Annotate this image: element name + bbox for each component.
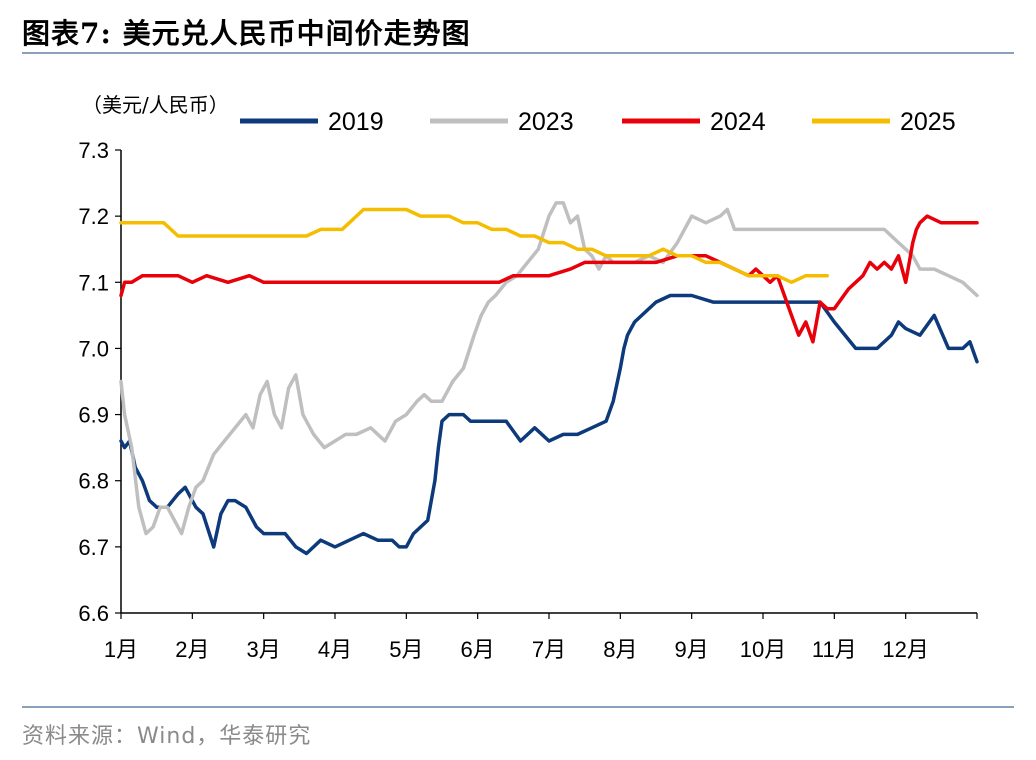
y-tick-label: 6.6: [78, 601, 109, 626]
legend-item-2025: 2025: [812, 108, 956, 136]
x-tick-label: 3月: [247, 637, 281, 662]
x-tick-label: 6月: [461, 637, 495, 662]
y-tick-label: 6.7: [78, 535, 109, 560]
legend-item-2024: 2024: [622, 108, 766, 136]
x-tick-label: 4月: [318, 637, 352, 662]
y-tick-label: 7.1: [78, 270, 109, 295]
legend-label: 2024: [710, 108, 766, 136]
x-tick-label: 1月: [104, 637, 138, 662]
source-note: 资料来源：Wind，华泰研究: [22, 724, 312, 749]
legend-item-2019: 2019: [240, 108, 384, 136]
x-tick-label: 9月: [675, 637, 709, 662]
x-tick-label: 5月: [389, 637, 423, 662]
line-chart: 7.3 7.2 7.1 7.0 6.9 6.8 6.7 6.6 1月 2月 3月 4月 5月 6月 7月 8月…: [78, 93, 979, 662]
y-tick-label: 6.8: [78, 469, 109, 494]
y-unit-label: （美元/人民币）: [82, 93, 229, 117]
chart-axes: 7.3 7.2 7.1 7.0 6.9 6.8 6.7 6.6 1月 2月 3月 4月 5月 6月 7月 8月…: [78, 138, 978, 662]
legend-item-2023: 2023: [430, 108, 574, 136]
series-line-2025: [119, 207, 829, 285]
legend-label: 2023: [518, 108, 574, 136]
x-tick-label: 7月: [532, 637, 566, 662]
x-tick-label: 10月: [740, 637, 786, 662]
chart-legend: 2019 2023 2024 2025: [240, 108, 956, 136]
x-tick-label: 11月: [812, 637, 857, 662]
x-tick-label: 8月: [603, 637, 637, 662]
y-tick-label: 7.2: [78, 204, 109, 229]
x-tick-label: 2月: [175, 637, 209, 662]
title-divider: [22, 52, 1014, 54]
series-line-2023: [119, 201, 979, 536]
y-tick-label: 7.0: [78, 336, 109, 361]
legend-label: 2019: [328, 108, 384, 136]
y-tick-label: 6.9: [78, 403, 109, 428]
series-line-2019: [119, 293, 979, 556]
figure-title: 图表7: 美元兑人民币中间价走势图: [22, 17, 471, 50]
x-tick-label: 12月: [882, 637, 928, 662]
y-tick-label: 7.3: [78, 138, 109, 163]
series-layer: [119, 201, 979, 556]
footer-divider: [22, 706, 1014, 708]
legend-label: 2025: [900, 108, 956, 136]
